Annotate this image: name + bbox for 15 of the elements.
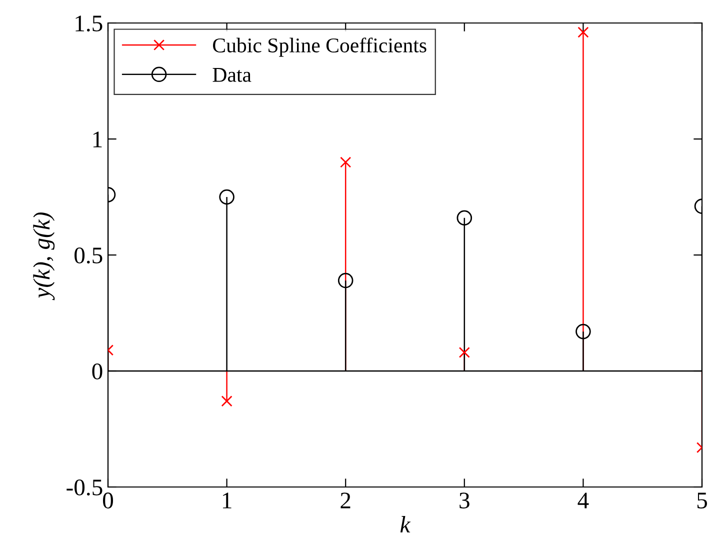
y-tick-label: 1 (93, 132, 102, 148)
y-axis-title: y(k), g(k) (33, 212, 55, 300)
legend-label: Data (212, 68, 252, 82)
x-tick-label: 1 (222, 492, 232, 508)
x-tick-label: 2 (340, 492, 350, 508)
x-tick-label: 0 (102, 492, 114, 508)
y-tick-label: -0.5 (66, 479, 102, 496)
legend-label: Cubic Spline Coefficients (213, 38, 426, 57)
y-tick-label: 0.5 (74, 247, 102, 264)
x-tick-label: 4 (578, 492, 589, 508)
y-tick-label: 1.5 (76, 16, 102, 32)
x-tick-label: 3 (460, 492, 470, 508)
x-tick-label: 5 (697, 492, 707, 508)
y-tick-label: 0 (92, 363, 102, 380)
x-axis-title: k (400, 516, 411, 532)
